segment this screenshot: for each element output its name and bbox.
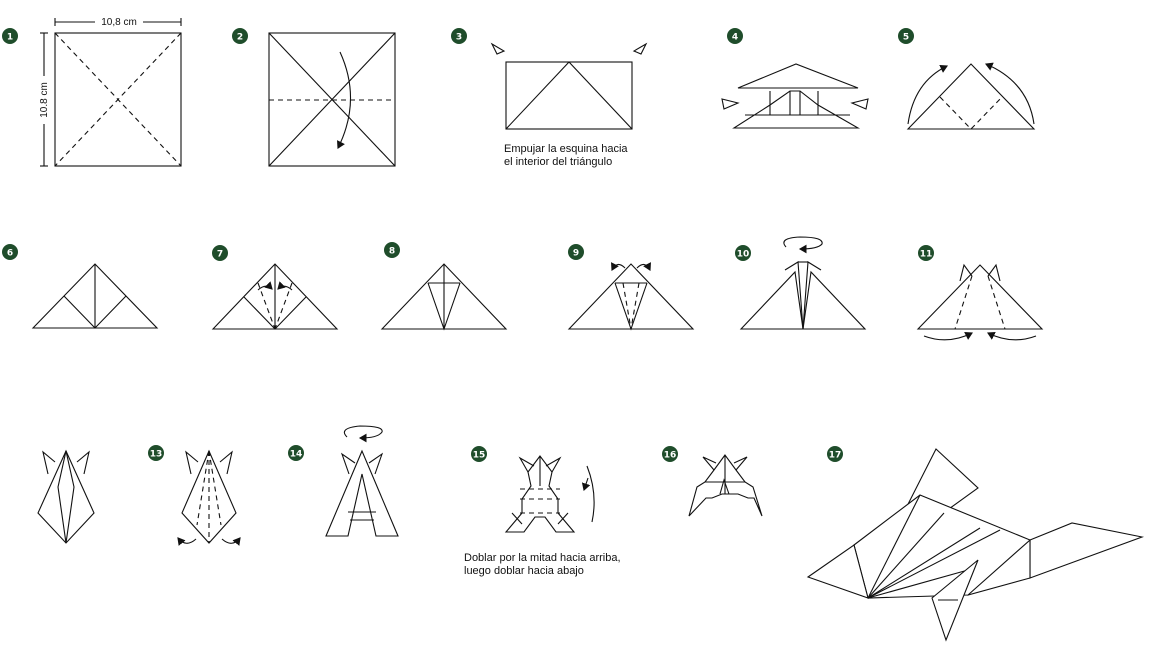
- push-arrow-icon: [721, 98, 740, 110]
- step-15: 15 Doblar por la mitad hacia arriba, lue…: [464, 446, 621, 577]
- step-3: 3 Empujar la esquina hacia el interior d…: [451, 28, 648, 168]
- svg-text:5: 5: [903, 33, 909, 43]
- step15-caption-line2: luego doblar hacia abajo: [464, 565, 584, 577]
- svg-text:9: 9: [573, 249, 579, 259]
- step-badge-13: 13: [148, 445, 164, 461]
- step-badge-4: 4: [727, 28, 743, 44]
- step-badge-11: 11: [918, 245, 934, 261]
- turn-over-arrow: [783, 236, 823, 254]
- step-badge-8: 8: [384, 242, 400, 258]
- step-badge-7: 7: [212, 245, 228, 261]
- step-14: 14: [288, 425, 399, 537]
- fold-arrow: [907, 64, 948, 125]
- svg-text:14: 14: [290, 450, 303, 460]
- step-4: 4: [721, 28, 869, 129]
- step-badge-1: 1: [2, 28, 18, 44]
- step3-caption-line1: Empujar la esquina hacia: [504, 143, 628, 155]
- step-11: 11: [916, 245, 1044, 341]
- step-9: 9: [567, 244, 695, 331]
- push-arrow-icon: [850, 98, 869, 110]
- step-badge-6: 6: [2, 244, 18, 260]
- fold-arrow: [923, 332, 973, 341]
- svg-text:6: 6: [7, 249, 13, 259]
- fold-arrow: [257, 281, 273, 291]
- step-7: 7: [211, 245, 339, 330]
- svg-text:8: 8: [389, 247, 395, 257]
- svg-text:4: 4: [732, 33, 738, 43]
- svg-text:13: 13: [150, 450, 163, 460]
- dragon-head: [806, 544, 869, 599]
- fold-arrow: [177, 537, 197, 546]
- push-arrow-icon: [632, 42, 648, 55]
- step-badge-17: 17: [827, 446, 843, 462]
- step-badge-2: 2: [232, 28, 248, 44]
- width-dimension-label: 10,8 cm: [101, 17, 137, 28]
- svg-text:17: 17: [829, 451, 842, 461]
- fold-arrow: [987, 332, 1037, 341]
- fold-arrow: [337, 51, 352, 149]
- step-badge-15: 15: [471, 446, 487, 462]
- step-12-figure: [37, 449, 95, 544]
- svg-text:11: 11: [920, 250, 933, 260]
- step-16: 16: [662, 446, 763, 517]
- step-8: 8: [380, 242, 508, 331]
- height-dimension-label: 10.8 cm: [39, 82, 50, 118]
- step-badge-10: 10: [735, 245, 751, 261]
- step-5: 5: [898, 28, 1036, 130]
- step-6: 6: [2, 244, 159, 329]
- svg-text:1: 1: [7, 33, 13, 43]
- fold-arrow: [277, 281, 293, 291]
- svg-text:2: 2: [237, 33, 243, 43]
- turn-over-arrow: [343, 425, 383, 443]
- dragon-tail: [1029, 522, 1145, 579]
- fold-arrow: [611, 262, 626, 271]
- svg-text:15: 15: [473, 451, 486, 461]
- fold-arrow: [221, 537, 241, 546]
- step-2: 2: [232, 28, 396, 167]
- step-badge-16: 16: [662, 446, 678, 462]
- fold-arrow: [984, 62, 1035, 125]
- svg-text:16: 16: [664, 451, 677, 461]
- step-badge-5: 5: [898, 28, 914, 44]
- svg-text:3: 3: [456, 33, 462, 43]
- fold-arrow: [586, 465, 595, 523]
- svg-text:10: 10: [737, 250, 750, 260]
- step-13: 13: [148, 445, 241, 546]
- step-10: 10: [735, 236, 867, 330]
- step-1: 1 10,8 cm 10.8 cm: [2, 15, 182, 167]
- svg-text:7: 7: [217, 250, 223, 260]
- step-badge-9: 9: [568, 244, 584, 260]
- push-arrow-icon: [490, 42, 506, 55]
- step-17: 17: [806, 446, 1145, 642]
- fold-arrow: [636, 262, 651, 271]
- step-badge-14: 14: [288, 445, 304, 461]
- step-badge-3: 3: [451, 28, 467, 44]
- step3-caption-line2: el interior del triángulo: [504, 156, 612, 168]
- step15-caption-line1: Doblar por la mitad hacia arriba,: [464, 552, 621, 564]
